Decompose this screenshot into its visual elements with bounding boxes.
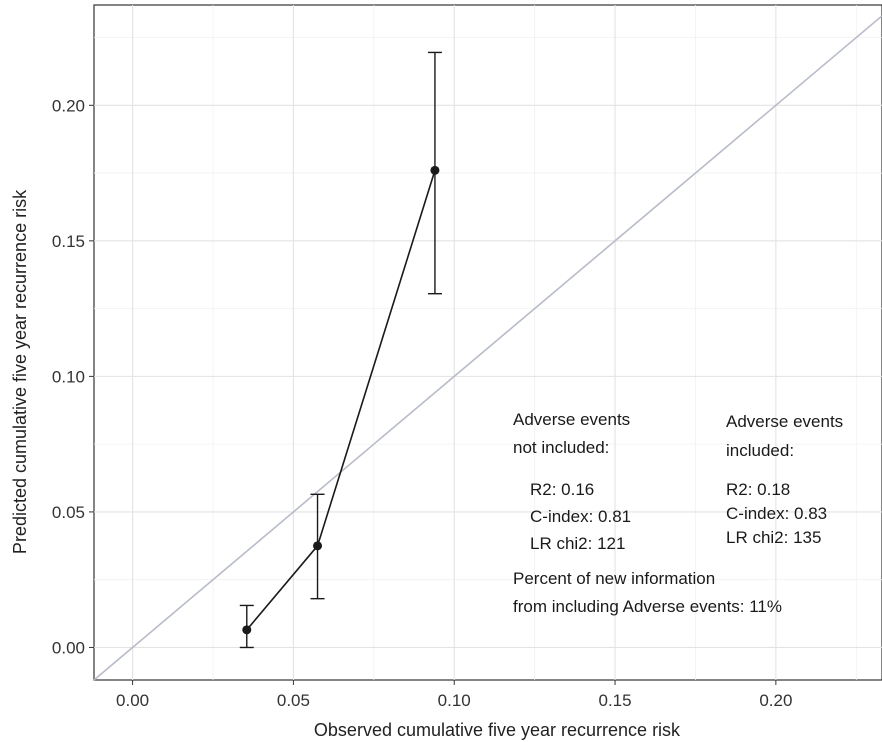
x-tick-label: 0.00 — [116, 691, 149, 710]
col2-lrchi2: LR chi2: 135 — [726, 528, 821, 547]
footer-line2: from including Adverse events: 11% — [513, 597, 782, 616]
x-tick-label: 0.05 — [277, 691, 310, 710]
col1-heading-line2: not included: — [513, 438, 609, 457]
y-tick-label: 0.10 — [52, 367, 85, 386]
data-point — [313, 541, 323, 551]
col1-heading-line1: Adverse events — [513, 410, 630, 429]
x-axis-title: Observed cumulative five year recurrence… — [314, 720, 681, 740]
data-point — [242, 625, 252, 635]
plot-background — [93, 4, 882, 681]
col1-cindex: C-index: 0.81 — [530, 507, 631, 526]
grid-minor — [94, 5, 882, 680]
series-layer — [239, 51, 442, 649]
col2-r2: R2: 0.18 — [726, 480, 790, 499]
y-axis-ticks: 0.00 0.05 0.10 0.15 0.20 — [52, 96, 94, 657]
grid-major — [94, 5, 882, 680]
col2-heading-line1: Adverse events — [726, 412, 843, 431]
col2-cindex: C-index: 0.83 — [726, 504, 827, 523]
reference-line — [93, 15, 882, 681]
y-tick-label: 0.00 — [52, 638, 85, 657]
plot-panel — [93, 4, 882, 681]
x-tick-label: 0.20 — [759, 691, 792, 710]
x-tick-label: 0.15 — [598, 691, 631, 710]
x-axis-ticks: 0.00 0.05 0.10 0.15 0.20 — [116, 680, 792, 710]
y-axis-title: Predicted cumulative five year recurrenc… — [10, 189, 30, 554]
data-point — [430, 165, 440, 175]
x-tick-label: 0.10 — [438, 691, 471, 710]
col1-lrchi2: LR chi2: 121 — [530, 534, 625, 553]
y-tick-label: 0.15 — [52, 232, 85, 251]
footer-line1: Percent of new information — [513, 569, 715, 588]
col2-heading-line2: included: — [726, 441, 794, 460]
col1-r2: R2: 0.16 — [530, 480, 594, 499]
y-tick-label: 0.05 — [52, 503, 85, 522]
annotation-block: Adverse events not included: Adverse eve… — [513, 410, 843, 616]
y-tick-label: 0.20 — [52, 96, 85, 115]
